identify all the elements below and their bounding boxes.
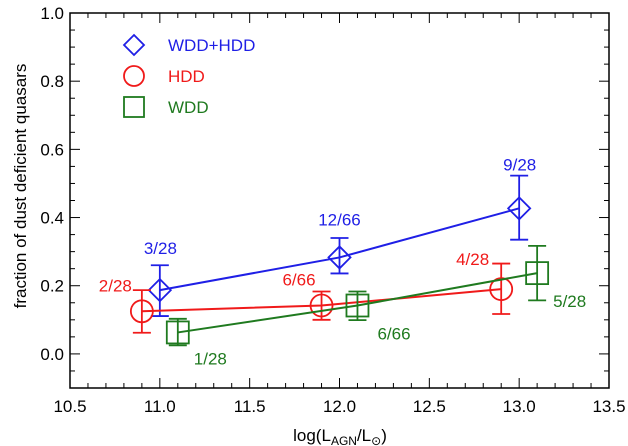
x-tick-label: 10.5	[53, 397, 86, 416]
legend-item: WDD+HDD	[122, 33, 255, 57]
data-label: 3/28	[144, 239, 177, 258]
data-label: 6/66	[282, 271, 315, 290]
series-layer: 3/28 12/66 9/28 2/28 6/66 4/28 1/28 6/66 5/28	[99, 155, 586, 368]
x-axis-label-mid: /L	[357, 426, 371, 445]
x-tick-label: 12.0	[323, 397, 356, 416]
legend-marker-circle	[123, 65, 145, 87]
data-label: 1/28	[194, 349, 227, 368]
y-axis-label: fraction of dust deficient quasars	[11, 64, 30, 309]
y-tick-label: 0.2	[40, 277, 64, 296]
data-point-diamond	[327, 245, 352, 270]
x-axis-label: log(LAGN/L⊙)	[293, 426, 387, 446]
data-point-diamond	[506, 196, 532, 221]
data-point-square	[165, 320, 190, 345]
y-tick-label: 0.4	[40, 209, 64, 228]
series-hdd: 2/28 6/66 4/28	[99, 250, 514, 334]
legend-label: WDD	[168, 98, 209, 117]
data-label: 2/28	[99, 276, 132, 295]
data-point-circle	[129, 299, 154, 324]
axes: 10.5 11.0 11.5 12.0 12.5 13.0 13.5 0.0 0.2 0.4 0.6…	[40, 4, 625, 416]
y-tick-label: 1.0	[40, 4, 64, 23]
series-wdd-hdd: 3/28 12/66 9/28	[144, 155, 536, 317]
x-axis-label-pre: log(L	[293, 426, 331, 445]
legend-marker-square	[123, 96, 145, 118]
legend: WDD+HDD HDD WDD	[122, 33, 255, 118]
data-point-circle	[489, 277, 514, 302]
x-axis-label-post: )	[381, 426, 387, 445]
data-label: 6/66	[377, 325, 410, 344]
x-tick-label: 12.5	[413, 397, 446, 416]
data-point-square	[345, 293, 370, 318]
data-label: 9/28	[503, 155, 536, 174]
x-axis-label-sub1: AGN	[331, 434, 357, 446]
legend-item: HDD	[123, 65, 205, 87]
x-tick-label: 13.0	[503, 397, 536, 416]
data-point-circle	[309, 293, 334, 318]
y-tick-label: 0.6	[40, 140, 64, 159]
legend-label: HDD	[168, 67, 205, 86]
legend-label: WDD+HDD	[168, 36, 255, 55]
data-label: 4/28	[456, 250, 489, 269]
y-tick-label: 0.8	[40, 72, 64, 91]
data-point-square	[525, 261, 550, 286]
x-axis-label-sub2: ⊙	[371, 434, 381, 446]
data-label: 12/66	[318, 210, 361, 229]
legend-marker-diamond	[122, 33, 146, 57]
x-tick-label: 11.5	[234, 397, 266, 416]
x-tick-label: 13.5	[592, 397, 625, 416]
legend-item: WDD	[123, 96, 209, 118]
y-tick-label: 0.0	[40, 345, 64, 364]
x-tick-label: 11.0	[144, 397, 176, 416]
data-point-diamond	[147, 277, 173, 303]
plot-frame	[69, 12, 610, 389]
series-wdd: 1/28 6/66 5/28	[165, 244, 586, 368]
data-label: 5/28	[553, 292, 586, 311]
